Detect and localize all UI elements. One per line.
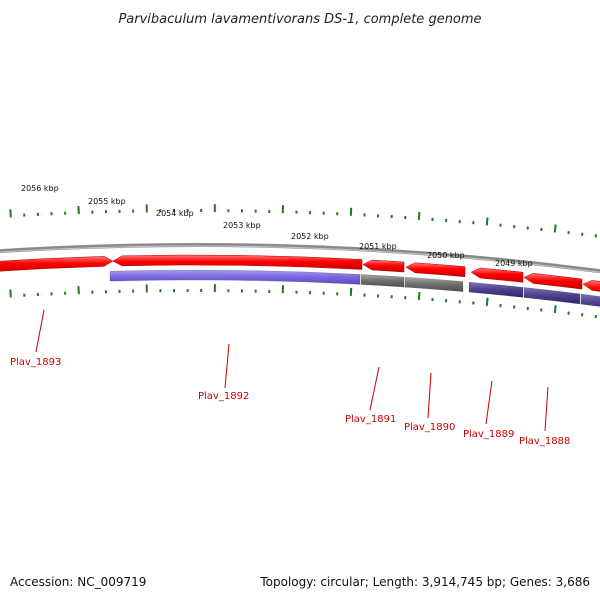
tick-major — [417, 211, 421, 220]
genome-summary-text: Topology: circular; Length: 3,914,745 bp… — [259, 575, 590, 589]
gene-arrow-plav-1893[interactable] — [0, 256, 114, 272]
tick-label-2050: 2050 kbp — [427, 251, 465, 260]
tick-label-2055: 2055 kbp — [88, 197, 126, 206]
tick-label-2049: 2049 kbp — [495, 259, 533, 268]
tick-major — [417, 292, 421, 301]
tick-label-2056: 2056 kbp — [21, 184, 59, 193]
tick-major — [9, 209, 12, 218]
label-leaders — [35, 309, 549, 432]
gene-arrow-plav-1889[interactable] — [470, 267, 524, 283]
gene-label-plav-1892[interactable]: Plav_1892 — [198, 391, 249, 402]
tick-label-2052: 2052 kbp — [291, 232, 329, 241]
tick-label-2053: 2053 kbp — [223, 221, 261, 230]
cds-bar-plav-1889[interactable] — [468, 281, 524, 298]
tick-major — [553, 304, 557, 314]
genome-backbone — [0, 243, 600, 274]
cds-bar-plav-1890[interactable] — [404, 276, 464, 292]
label-leader-line — [369, 366, 380, 411]
gene-arrow-plav-1891[interactable] — [362, 259, 405, 273]
tick-row-inner — [9, 284, 597, 319]
genome-backbone-highlight — [0, 245, 600, 273]
tick-label-2054: 2054 kbp — [156, 209, 194, 218]
gene-label-plav-1890[interactable]: Plav_1890 — [404, 422, 455, 433]
gene-track — [0, 254, 600, 297]
gene-label-plav-1889[interactable]: Plav_1889 — [463, 429, 514, 440]
cds-track — [109, 269, 600, 312]
tick-major — [485, 297, 489, 306]
gene-arrow-next[interactable] — [582, 280, 600, 297]
gene-label-plav-1893[interactable]: Plav_1893 — [10, 357, 61, 368]
cds-bar-plav-1888[interactable] — [523, 287, 581, 305]
label-leader-line — [427, 372, 432, 419]
tick-label-group: 2056 kbp 2055 kbp 2054 kbp 2053 kbp 2052… — [21, 184, 533, 268]
gene-arrow-plav-1892[interactable] — [112, 254, 363, 270]
gene-label-plav-1891[interactable]: Plav_1891 — [345, 414, 396, 425]
genome-title: Parvibaculum lavamentivorans DS-1, compl… — [118, 12, 481, 27]
label-leader-line — [224, 343, 230, 389]
tick-major — [485, 217, 489, 226]
tick-major — [553, 224, 557, 233]
gene-label-group: Plav_1893 Plav_1892 Plav_1891 Plav_1890 … — [10, 357, 570, 447]
cds-bar-plav-1891[interactable] — [360, 274, 405, 288]
label-leader-line — [485, 380, 493, 425]
gene-label-plav-1888[interactable]: Plav_1888 — [519, 436, 570, 447]
tick-label-2051: 2051 kbp — [359, 242, 397, 251]
tick-row-outer — [9, 204, 597, 238]
accession-text: Accession: NC_009719 — [10, 575, 146, 589]
tick-major — [9, 289, 12, 298]
gene-arrow-plav-1890[interactable] — [405, 262, 466, 277]
label-leader-line — [544, 386, 549, 432]
cds-bar-plav-1892[interactable] — [109, 269, 361, 285]
cds-bar-next[interactable] — [580, 293, 600, 312]
label-leader-line — [35, 309, 45, 353]
gene-arrow-plav-1888[interactable] — [523, 273, 583, 290]
